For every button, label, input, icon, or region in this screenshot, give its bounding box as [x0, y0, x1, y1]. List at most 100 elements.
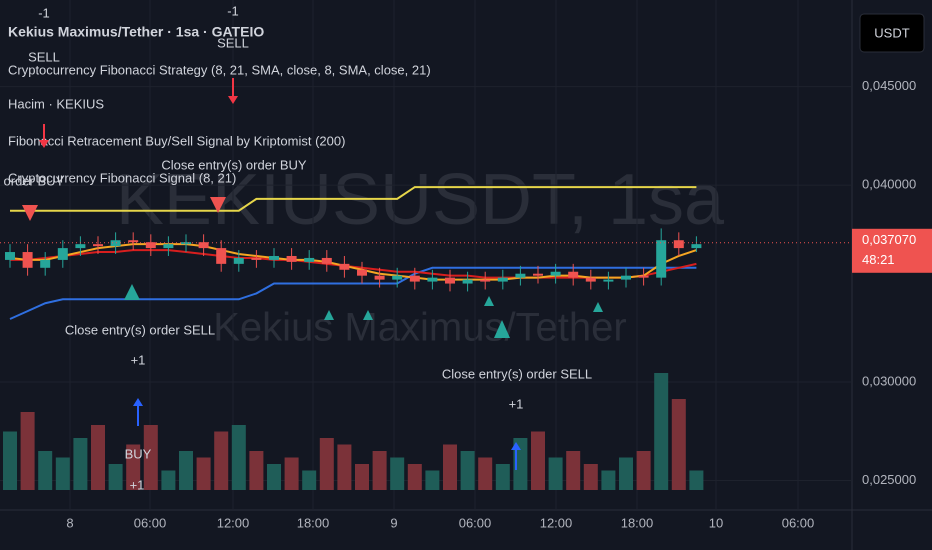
- candle-body: [304, 257, 315, 262]
- candle-body: [374, 275, 385, 280]
- candle-body: [110, 240, 121, 247]
- volume-bar: [355, 464, 369, 490]
- volume-bar: [20, 412, 35, 490]
- volume-bar: [196, 457, 211, 490]
- x-tick-label: 06:00: [782, 515, 815, 530]
- candle-body: [163, 244, 174, 249]
- y-tick-label: 0,030000: [862, 373, 916, 388]
- volume-bar: [267, 464, 281, 490]
- signal-annotation: e entry(s) order BUY: [0, 173, 65, 188]
- volume-bar: [337, 444, 352, 490]
- candle-body: [497, 277, 508, 282]
- volume-bar: [108, 464, 123, 490]
- candle-body: [181, 242, 191, 245]
- last-price-label: 0,037070: [862, 232, 916, 247]
- candle-body: [57, 248, 68, 260]
- candle-body: [445, 277, 455, 284]
- volume-bar: [548, 457, 563, 490]
- volume-bar: [302, 470, 317, 490]
- volume-bar: [249, 451, 264, 490]
- volume-bar: [619, 457, 633, 490]
- signal-annotation: BUY: [125, 446, 152, 461]
- volume-bar: [425, 470, 440, 490]
- volume-bar: [161, 470, 176, 490]
- candle-body: [269, 255, 279, 260]
- legend-line: Hacim · KEKIUS: [8, 96, 104, 111]
- volume-bar: [179, 451, 193, 490]
- signal-annotation: Close entry(s) order BUY: [161, 157, 307, 172]
- candle-body: [40, 259, 51, 268]
- x-tick-label: 06:00: [134, 515, 167, 530]
- candle-body: [515, 273, 526, 278]
- candle-body: [233, 257, 244, 264]
- indicator-line: [10, 186, 697, 212]
- legend-line: Cryptocurrency Fibonacci Strategy (8, 21…: [8, 62, 431, 77]
- countdown: 48:21: [862, 252, 895, 267]
- volume-bar: [407, 464, 422, 490]
- candle-body: [409, 275, 420, 282]
- candle-body: [357, 269, 367, 276]
- volume-bar: [566, 451, 581, 490]
- candle-body: [656, 240, 667, 278]
- candle-body: [673, 240, 684, 249]
- last-price-tag: [852, 228, 932, 273]
- y-tick-label: 0,045000: [862, 78, 916, 93]
- volume-bar: [689, 470, 704, 490]
- volume-bar: [531, 431, 545, 490]
- candle-body: [621, 275, 631, 280]
- y-tick-label: 0,025000: [862, 472, 916, 487]
- volume-bar: [231, 425, 246, 490]
- volume-bar: [671, 399, 686, 490]
- x-tick-label: 12:00: [540, 515, 573, 530]
- x-tick-label: 8: [66, 515, 73, 530]
- volume-bar: [583, 464, 598, 490]
- volume-bar: [636, 451, 651, 490]
- volume-bar: [143, 425, 158, 490]
- volume-bar: [38, 451, 53, 490]
- volume-bar: [654, 373, 669, 490]
- candle-body: [145, 242, 156, 249]
- signal-annotation: SELL: [28, 49, 60, 64]
- signal-annotation: +1: [130, 477, 145, 492]
- x-tick-label: 18:00: [297, 515, 330, 530]
- candle-body: [286, 255, 297, 262]
- volume-bar: [601, 470, 616, 490]
- candle-body: [427, 277, 438, 282]
- candle-body: [216, 248, 227, 264]
- signal-markers: [22, 78, 603, 470]
- plot: [0, 0, 852, 510]
- candle-body: [128, 240, 139, 243]
- signal-annotation: -1: [227, 3, 239, 18]
- volume-bar: [284, 457, 299, 490]
- volume-bar: [390, 457, 405, 490]
- volume-bar: [91, 425, 105, 490]
- candle-body: [198, 242, 209, 249]
- chart-title: Kekius Maximus/Tether · 1sa · GATEIO: [8, 24, 264, 40]
- signal-annotation: +1: [509, 396, 524, 411]
- candle-body: [691, 244, 702, 249]
- candle-body: [251, 257, 262, 260]
- candle-body: [550, 271, 561, 276]
- volume-bar: [55, 457, 70, 490]
- signal-annotation: +1: [131, 352, 146, 367]
- volume-bar: [460, 451, 475, 490]
- currency-button[interactable]: [859, 13, 925, 53]
- y-tick-label: 0,040000: [862, 177, 916, 192]
- x-tick-label: 9: [390, 515, 397, 530]
- volume-bar: [73, 438, 88, 490]
- volume-bar: [319, 438, 334, 490]
- candle-body: [93, 244, 103, 247]
- volume-bar: [478, 457, 493, 490]
- indicator-line: [9, 243, 697, 281]
- x-tick-label: 12:00: [217, 515, 250, 530]
- candle-body: [533, 273, 543, 276]
- candle-body: [638, 275, 649, 278]
- volume-bar: [126, 444, 141, 490]
- candle-body: [75, 244, 86, 249]
- watermark-sub: Kekius Maximus/Tether: [213, 306, 626, 350]
- currency-label[interactable]: USDT: [874, 25, 909, 40]
- candle-body: [462, 279, 473, 284]
- candle-body: [585, 277, 596, 282]
- candle-body: [22, 252, 33, 268]
